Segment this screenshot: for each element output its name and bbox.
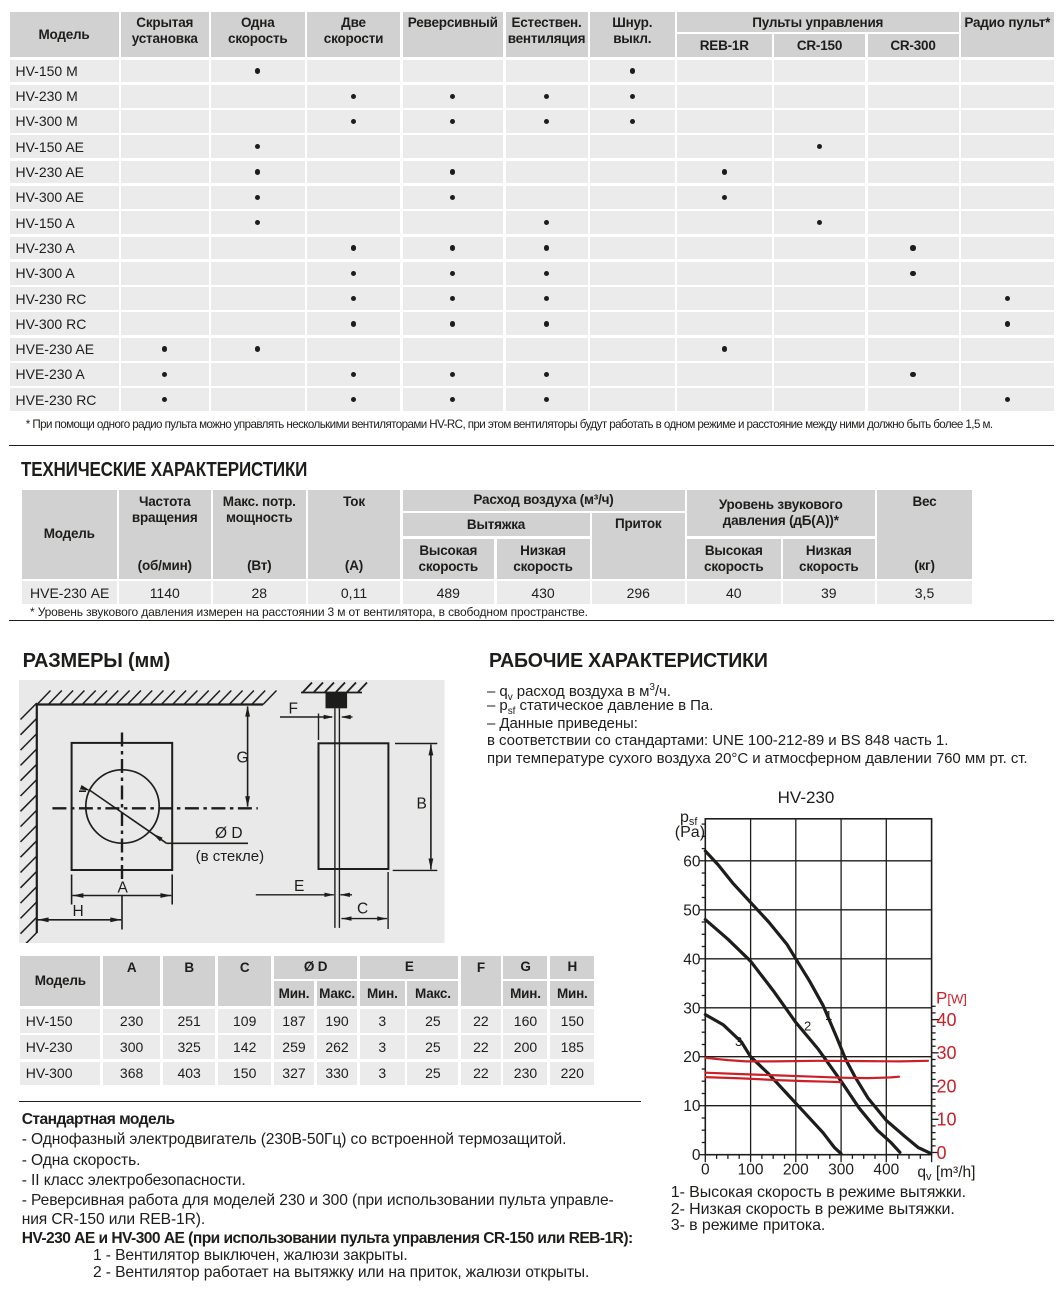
svg-text:P[W]: P[W] <box>936 989 967 1008</box>
svg-text:0: 0 <box>692 1147 701 1164</box>
svg-text:60: 60 <box>683 853 701 870</box>
svg-text:2: 2 <box>804 1019 811 1034</box>
svg-text:40: 40 <box>683 951 701 968</box>
svg-text:10: 10 <box>683 1098 701 1115</box>
svg-text:1: 1 <box>825 1008 832 1023</box>
svg-text:20: 20 <box>937 1076 957 1096</box>
svg-text:3: 3 <box>735 1034 742 1049</box>
svg-text:F: F <box>289 701 298 718</box>
svg-text:100: 100 <box>738 1162 764 1179</box>
svg-text:(в стекле): (в стекле) <box>196 848 265 865</box>
svg-text:E: E <box>294 878 304 895</box>
svg-text:30: 30 <box>937 1043 957 1063</box>
svg-text:(Pa): (Pa) <box>675 824 705 841</box>
svg-text:H: H <box>73 903 84 920</box>
svg-text:200: 200 <box>783 1162 809 1179</box>
svg-text:A: A <box>118 880 129 897</box>
svg-text:50: 50 <box>683 902 701 919</box>
svg-text:10: 10 <box>937 1110 957 1130</box>
svg-text:C: C <box>357 901 368 918</box>
svg-text:20: 20 <box>683 1049 701 1066</box>
svg-text:Ø D: Ø D <box>215 825 243 842</box>
svg-text:G: G <box>237 750 249 767</box>
svg-text:qv [m³/h]: qv [m³/h] <box>917 1164 975 1183</box>
svg-text:B: B <box>417 796 427 813</box>
svg-text:30: 30 <box>683 1000 701 1017</box>
svg-text:0: 0 <box>937 1143 947 1163</box>
svg-text:40: 40 <box>937 1010 957 1030</box>
svg-text:HV-230: HV-230 <box>778 788 835 807</box>
svg-text:300: 300 <box>828 1162 854 1179</box>
svg-text:0: 0 <box>701 1162 710 1179</box>
svg-text:400: 400 <box>873 1162 899 1179</box>
